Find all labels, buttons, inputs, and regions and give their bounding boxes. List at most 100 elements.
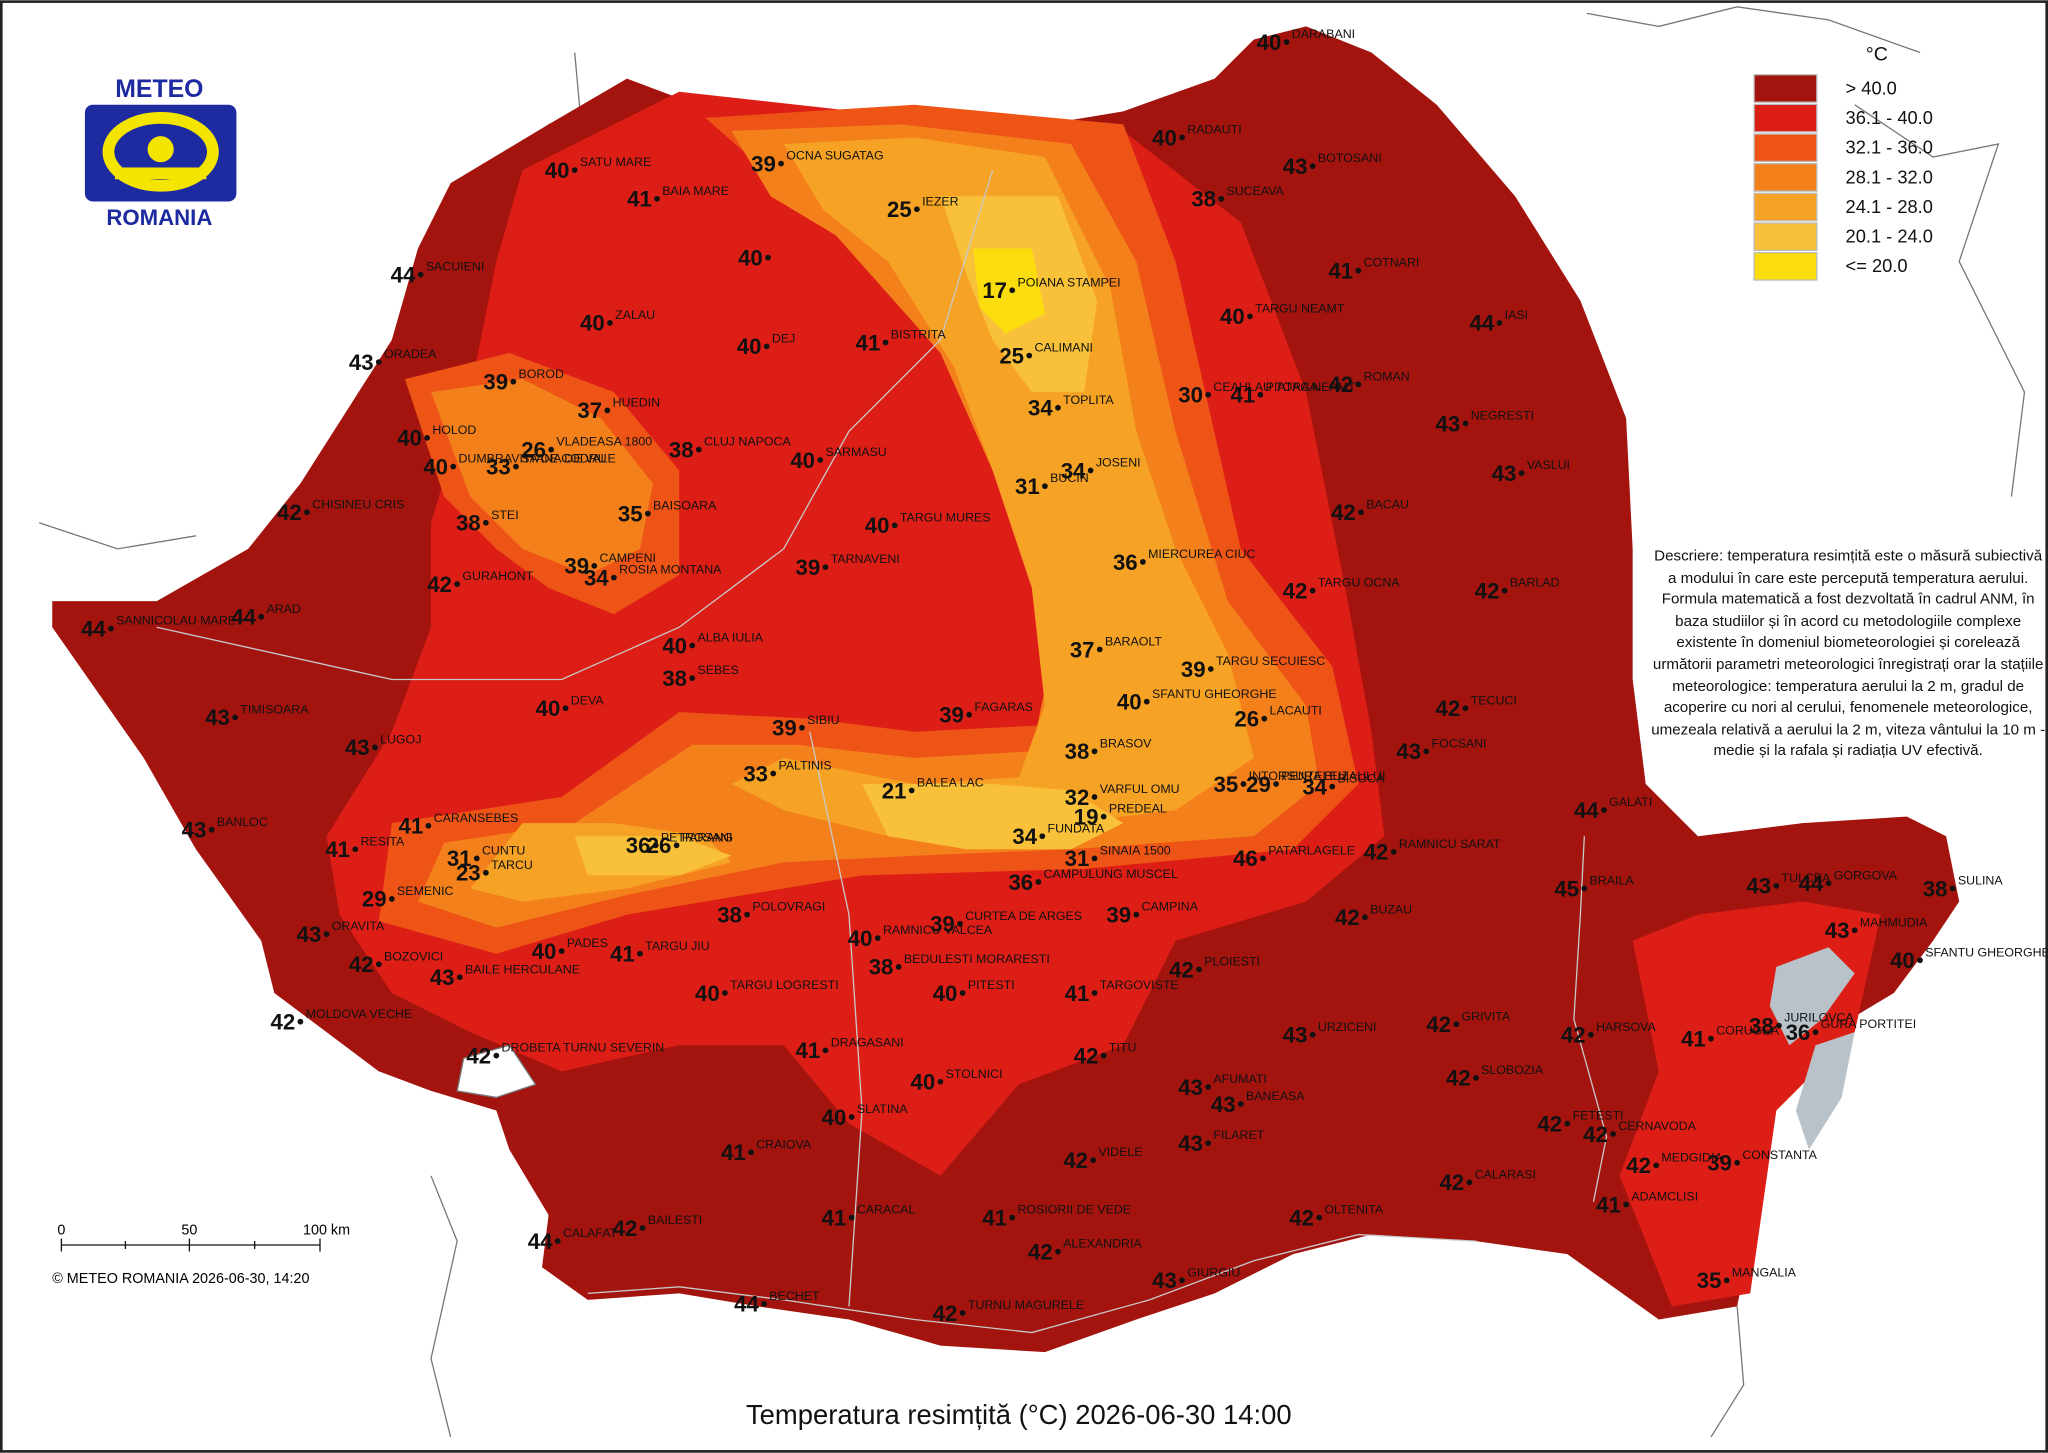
station-name: OCNA SUGATAG [786, 149, 883, 163]
station-value: 43 [205, 705, 230, 730]
station-name: BARAOLT [1105, 635, 1162, 649]
station-value: 42 [1561, 1023, 1586, 1048]
station-name: VIDELE [1098, 1145, 1142, 1159]
station-dot [966, 711, 973, 718]
legend: > 40.0 36.1 - 40.0 32.1 - 36.0 28.1 - 32.0 2… [1753, 74, 1933, 281]
station-dot [375, 359, 382, 365]
station-value: 30 [1178, 383, 1203, 408]
station-name: PADES [567, 936, 608, 950]
station-value: 43 [1825, 918, 1850, 943]
station-value: 41 [1065, 981, 1090, 1006]
danube-gap [456, 1044, 537, 1099]
station-name: HOLOD [432, 423, 476, 437]
station-value: 38 [1923, 876, 1948, 901]
station-value: 40 [545, 158, 570, 183]
station-name: ROSIORII DE VEDE [1017, 1203, 1131, 1217]
station-value: 40 [1152, 125, 1177, 150]
legend-swatch [1753, 251, 1818, 281]
station-name: VASLUI [1527, 458, 1570, 472]
station-value: 36 [1786, 1020, 1811, 1045]
station-dot [1776, 1022, 1782, 1029]
station-dot [1309, 163, 1316, 170]
station-value: 33 [486, 454, 511, 479]
station-value: 42 [1328, 372, 1353, 397]
station-value: 42 [1439, 1170, 1464, 1195]
station-dot [689, 675, 696, 682]
station-value: 36 [1008, 870, 1033, 895]
station-value: 32 [1065, 785, 1090, 810]
station-value: 42 [1436, 696, 1461, 721]
station-dot [1949, 885, 1956, 892]
station-value: 42 [1063, 1148, 1088, 1173]
station-value: 42 [1426, 1012, 1451, 1037]
station-dot [695, 446, 702, 453]
border-line [1586, 6, 1921, 54]
station-name: BAIA MARE [662, 184, 729, 198]
station-name: BANLOC [217, 815, 268, 829]
station-value: 43 [1211, 1092, 1236, 1117]
station-value: 39 [751, 151, 776, 176]
station-name: OLTENITA [1324, 1203, 1383, 1217]
legend-label: 24.1 - 28.0 [1846, 196, 1933, 217]
station-name: FOCSANI [1432, 736, 1487, 750]
station-value: 21 [882, 778, 907, 803]
station-value: 40 [910, 1070, 935, 1095]
station-dot [1039, 833, 1046, 840]
station-value: 44 [231, 605, 256, 630]
station-dot [937, 1078, 944, 1085]
lake [1795, 1032, 1855, 1150]
station-dot [232, 714, 238, 721]
station-value: 44 [81, 616, 106, 641]
station-dot [1316, 1214, 1323, 1221]
station-value: 34 [1061, 458, 1086, 483]
station-name: DARABANI [1292, 27, 1355, 41]
logo-dot [147, 136, 174, 163]
station-value: 23 [456, 861, 481, 886]
station-dot [1096, 646, 1103, 653]
station-value: 38 [456, 511, 481, 536]
station-dot [352, 846, 359, 853]
station-value: 42 [1583, 1122, 1608, 1147]
legend-swatch [1753, 74, 1818, 103]
scale-label: 0 [57, 1223, 65, 1239]
station-dot [371, 744, 378, 751]
station-name: MEDGIDIA [1661, 1150, 1723, 1164]
station-name: TARNAVENI [831, 552, 900, 566]
station-name: ORAVITA [332, 919, 385, 933]
station-value: 41 [982, 1205, 1007, 1230]
station-dot [1009, 1214, 1016, 1221]
station-dot [1205, 1084, 1212, 1090]
logo-bar [114, 167, 207, 180]
station-dot [1362, 914, 1368, 921]
legend-swatch [1753, 163, 1818, 192]
station-value: 41 [325, 837, 350, 862]
station-name: BAILESTI [648, 1213, 702, 1227]
station-dot [822, 1047, 829, 1054]
station-dot [1247, 313, 1253, 320]
station-value: 40 [848, 926, 873, 951]
station-dot [1564, 1120, 1571, 1127]
description-box: Descriere: temperatura resimțită este o … [1651, 548, 2045, 760]
station-value: 43 [297, 922, 322, 947]
station-name: RAMNICU SARAT [1399, 837, 1501, 851]
station-dot [323, 931, 330, 938]
station-name: SINAIA 1500 [1100, 843, 1171, 857]
station-dot [770, 770, 777, 777]
station-name: SLATINA [857, 1102, 908, 1116]
station-dot [1812, 1029, 1819, 1036]
station-value: 25 [887, 197, 912, 222]
station-value: 40 [933, 981, 958, 1006]
station-name: JOSENI [1096, 456, 1141, 470]
station-dot [1581, 885, 1588, 892]
station-value: 43 [1436, 411, 1461, 436]
station-name: BACAU [1366, 497, 1409, 511]
station-value: 41 [1596, 1192, 1621, 1217]
station-value: 42 [613, 1216, 638, 1241]
station-value: 34 [1012, 824, 1037, 849]
station-dot [450, 463, 457, 470]
station-dot [1273, 781, 1279, 787]
station-name: ALEXANDRIA [1063, 1237, 1142, 1251]
station-value: 42 [277, 500, 302, 525]
station-value: 40 [738, 245, 763, 270]
station-name: SEMENIC [397, 884, 454, 898]
